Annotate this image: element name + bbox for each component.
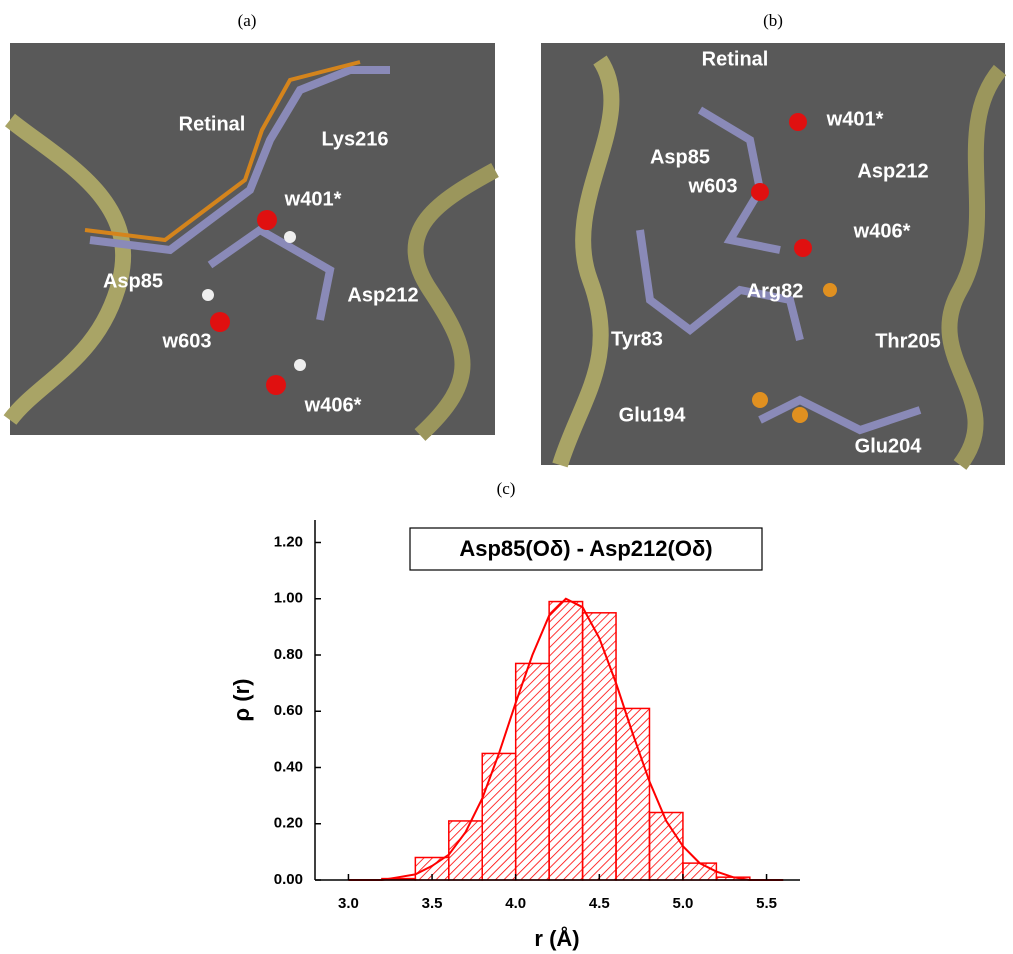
y-tick-label: 0.20 [274, 815, 303, 832]
y-axis-label: ρ (r) [229, 679, 254, 722]
x-tick-label: 3.0 [338, 895, 359, 912]
y-tick-label: 0.00 [274, 871, 303, 888]
panel-tag: (a) [238, 11, 257, 30]
residue-label: Asp212 [347, 284, 418, 306]
y-tick-label: 1.20 [274, 533, 303, 550]
chart-title: Asp85(Oδ) - Asp212(Oδ) [459, 536, 712, 561]
panel-tag: (c) [497, 479, 516, 498]
x-tick-label: 5.5 [756, 895, 777, 912]
x-tick-label: 3.5 [422, 895, 443, 912]
residue-label: w406* [304, 394, 362, 416]
residue-label: Asp212 [857, 160, 928, 182]
histogram-bar [583, 613, 616, 880]
histogram-bar [449, 821, 482, 880]
residue-label: Retinal [179, 113, 246, 135]
histogram-bar [516, 663, 549, 880]
molecule-panel [10, 43, 495, 435]
residue-label: w603 [162, 330, 212, 352]
residue-label: w406* [853, 220, 911, 242]
residue-label: Arg82 [747, 280, 804, 302]
residue-label: Tyr83 [611, 328, 663, 350]
histogram-bar [482, 753, 515, 880]
residue-label: w401* [826, 108, 884, 130]
residue-label: Glu194 [619, 404, 687, 426]
x-tick-label: 4.5 [589, 895, 610, 912]
residue-label: w401* [284, 188, 342, 210]
x-tick-label: 5.0 [673, 895, 694, 912]
y-tick-label: 0.60 [274, 702, 303, 719]
residue-label: Glu204 [855, 435, 923, 457]
residue-label: Lys216 [321, 128, 388, 150]
histogram-bar [549, 602, 582, 880]
panel-tag: (b) [763, 11, 783, 30]
molecule-panel [541, 43, 1005, 465]
y-tick-label: 1.00 [274, 590, 303, 607]
residue-label: Thr205 [875, 330, 941, 352]
y-tick-label: 0.80 [274, 646, 303, 663]
x-axis-label: r (Å) [534, 925, 579, 951]
residue-label: w603 [688, 175, 738, 197]
chart: Asp85(Oδ) - Asp212(Oδ) r (Å) ρ (r) [229, 528, 762, 951]
histogram-bar [683, 863, 716, 880]
residue-label: Asp85 [103, 270, 163, 292]
residue-label: Asp85 [650, 146, 710, 168]
figure: (a) Retinal Lys216 w401* Asp85 Asp212 w6… [0, 0, 1013, 954]
x-tick-label: 4.0 [505, 895, 526, 912]
residue-label: Retinal [702, 48, 769, 70]
y-tick-label: 0.40 [274, 758, 303, 775]
